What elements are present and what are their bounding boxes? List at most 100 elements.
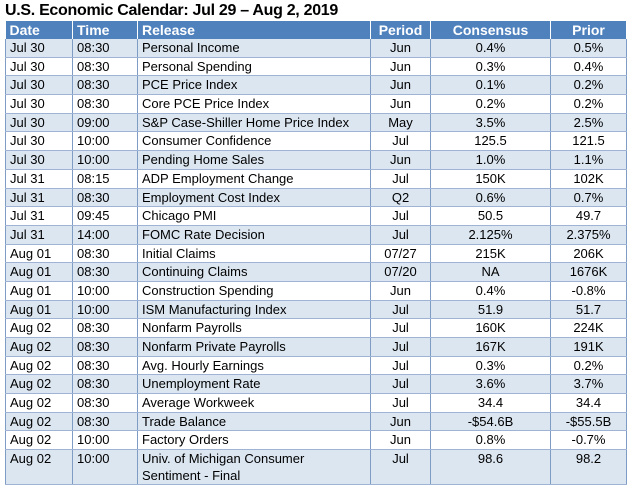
period-cell: Jun: [370, 94, 431, 114]
release-cell: Pending Home Sales: [137, 150, 371, 170]
period-cell: Jun: [370, 281, 431, 301]
date-cell: Aug 01: [5, 281, 73, 301]
prior-cell: -$55.5B: [550, 412, 627, 432]
release-cell: Trade Balance: [137, 412, 371, 432]
release-cell: Nonfarm Private Payrolls: [137, 337, 371, 357]
release-cell: ISM Manufacturing Index: [137, 300, 371, 320]
column-header-release: Release: [137, 21, 371, 39]
prior-cell: 224K: [550, 318, 627, 338]
prior-cell: 3.7%: [550, 374, 627, 395]
release-cell: Personal Income: [137, 39, 371, 58]
period-cell: Jul: [370, 356, 431, 376]
time-cell: 09:00: [72, 113, 138, 133]
date-cell: Aug 01: [5, 300, 73, 320]
period-cell: Jun: [370, 39, 431, 58]
time-cell: 08:30: [72, 262, 138, 282]
release-cell: Employment Cost Index: [137, 188, 371, 208]
date-cell: Aug 02: [5, 430, 73, 451]
table-row: Jul 30 10:00 Pending Home Sales Jun 1.0% 1.1%: [5, 150, 627, 170]
prior-cell: 191K: [550, 337, 627, 357]
consensus-cell: 3.5%: [430, 113, 551, 133]
consensus-cell: 0.4%: [430, 39, 551, 58]
date-cell: Jul 30: [5, 113, 73, 133]
column-header-time: Time: [72, 21, 138, 39]
consensus-cell: 167K: [430, 337, 551, 357]
prior-cell: 0.7%: [550, 188, 627, 208]
date-cell: Aug 02: [5, 393, 73, 413]
period-cell: Jul: [370, 318, 431, 338]
time-cell: 10:00: [72, 430, 138, 451]
date-cell: Aug 02: [5, 318, 73, 338]
consensus-cell: 2.125%: [430, 225, 551, 245]
date-cell: Aug 02: [5, 374, 73, 395]
date-cell: Jul 31: [5, 188, 73, 208]
release-cell: Average Workweek: [137, 393, 371, 413]
time-cell: 08:30: [72, 412, 138, 432]
date-cell: Jul 30: [5, 150, 73, 170]
release-cell: Continuing Claims: [137, 262, 371, 282]
release-cell: Univ. of Michigan Consumer Sentiment - F…: [137, 449, 371, 486]
consensus-cell: 50.5: [430, 206, 551, 226]
prior-cell: 1.1%: [550, 150, 627, 170]
consensus-cell: 215K: [430, 244, 551, 264]
table-row: Jul 30 08:30 Core PCE Price Index Jun 0.2% 0.…: [5, 94, 627, 114]
period-cell: Jul: [370, 374, 431, 395]
consensus-cell: 0.6%: [430, 188, 551, 208]
table-row: Aug 01 10:00 Construction Spending Jun 0.4% -…: [5, 281, 627, 301]
release-cell: Chicago PMI: [137, 206, 371, 226]
table-row: Aug 02 10:00 Factory Orders Jun 0.8% -0.7%: [5, 430, 627, 451]
release-cell: Construction Spending: [137, 281, 371, 301]
release-cell: S&P Case-Shiller Home Price Index: [137, 113, 371, 133]
consensus-cell: 0.4%: [430, 281, 551, 301]
period-cell: Jun: [370, 75, 431, 96]
prior-cell: 121.5: [550, 131, 627, 152]
table-row: Aug 02 08:30 Unemployment Rate Jul 3.6% 3.7%: [5, 374, 627, 395]
date-cell: Jul 30: [5, 57, 73, 77]
table-row: Aug 02 08:30 Avg. Hourly Earnings Jul 0.3% 0.…: [5, 356, 627, 376]
column-header-consensus: Consensus: [430, 21, 551, 39]
consensus-cell: 1.0%: [430, 150, 551, 170]
economic-calendar-table: Date Time Release Period Consensus Prior Jul …: [5, 21, 627, 486]
period-cell: Jul: [370, 300, 431, 320]
prior-cell: 34.4: [550, 393, 627, 413]
time-cell: 08:30: [72, 337, 138, 357]
date-cell: Aug 02: [5, 449, 73, 486]
consensus-cell: 0.2%: [430, 94, 551, 114]
table-row: Jul 31 14:00 FOMC Rate Decision Jul 2.125% 2.…: [5, 225, 627, 245]
period-cell: Jul: [370, 225, 431, 245]
time-cell: 08:30: [72, 318, 138, 338]
consensus-cell: 0.3%: [430, 57, 551, 77]
time-cell: 08:15: [72, 169, 138, 189]
time-cell: 10:00: [72, 131, 138, 152]
table-row: Aug 02 08:30 Nonfarm Private Payrolls Jul 16…: [5, 337, 627, 357]
table-row: Aug 02 08:30 Trade Balance Jun -$54.6B -$55.5…: [5, 412, 627, 432]
consensus-cell: 0.8%: [430, 430, 551, 451]
table-row: Aug 01 08:30 Continuing Claims 07/20 NA 1676K: [5, 262, 627, 282]
consensus-cell: -$54.6B: [430, 412, 551, 432]
table-row: Jul 31 09:45 Chicago PMI Jul 50.5 49.7: [5, 206, 627, 226]
table-row: Aug 02 08:30 Nonfarm Payrolls Jul 160K 224K: [5, 318, 627, 338]
consensus-cell: 51.9: [430, 300, 551, 320]
consensus-cell: 98.6: [430, 449, 551, 486]
time-cell: 08:30: [72, 75, 138, 96]
prior-cell: 206K: [550, 244, 627, 264]
release-cell: Nonfarm Payrolls: [137, 318, 371, 338]
time-cell: 14:00: [72, 225, 138, 245]
consensus-cell: 0.1%: [430, 75, 551, 96]
column-header-date: Date: [5, 21, 73, 39]
release-cell: Personal Spending: [137, 57, 371, 77]
period-cell: 07/20: [370, 262, 431, 282]
consensus-cell: NA: [430, 262, 551, 282]
table-row: Aug 02 10:00 Univ. of Michigan Consumer Se…: [5, 449, 627, 486]
release-cell: Factory Orders: [137, 430, 371, 451]
date-cell: Jul 30: [5, 131, 73, 152]
prior-cell: 0.4%: [550, 57, 627, 77]
period-cell: May: [370, 113, 431, 133]
period-cell: Jul: [370, 206, 431, 226]
date-cell: Jul 30: [5, 39, 73, 58]
period-cell: Jun: [370, 412, 431, 432]
table-row: Aug 01 10:00 ISM Manufacturing Index Jul 51.…: [5, 300, 627, 320]
date-cell: Jul 31: [5, 206, 73, 226]
period-cell: Jul: [370, 449, 431, 486]
release-cell: ADP Employment Change: [137, 169, 371, 189]
